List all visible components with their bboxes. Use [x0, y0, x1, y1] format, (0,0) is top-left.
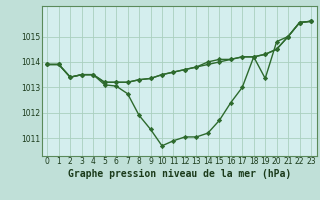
X-axis label: Graphe pression niveau de la mer (hPa): Graphe pression niveau de la mer (hPa): [68, 169, 291, 179]
